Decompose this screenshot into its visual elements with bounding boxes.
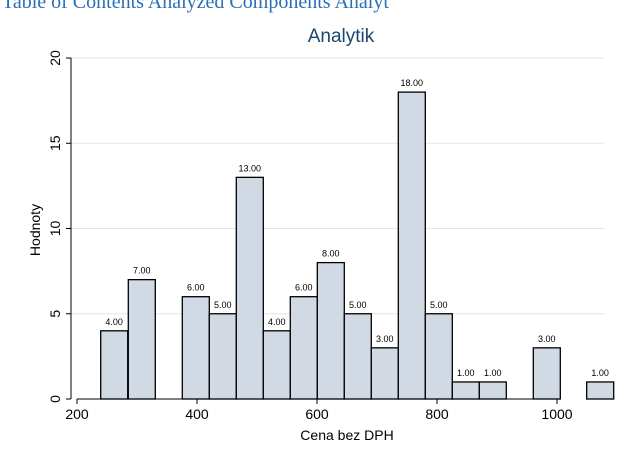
x-tick-label: 1000 <box>541 406 572 422</box>
y-tick-label: 5 <box>47 310 63 318</box>
x-tick-label: 600 <box>305 406 329 422</box>
bar-value-label: 7.00 <box>133 266 151 276</box>
x-tick-label: 200 <box>65 406 89 422</box>
bar <box>208 313 237 400</box>
bar-value-label: 1.00 <box>591 368 609 378</box>
bar <box>451 381 480 400</box>
bar <box>478 381 507 400</box>
y-axis-title: Hodnoty <box>27 204 43 256</box>
bar-value-label: 1.00 <box>457 368 475 378</box>
chart-title: Analytik <box>308 26 375 47</box>
clipped-header-text: Table of Contents Analyzed Components An… <box>0 0 625 14</box>
clipped-header-label: Table of Contents Analyzed Components An… <box>2 0 389 13</box>
y-tick-label: 15 <box>47 135 63 151</box>
bar <box>100 330 129 400</box>
bar <box>316 261 345 400</box>
bar <box>397 91 426 400</box>
bar-value-label: 6.00 <box>187 283 205 293</box>
bar-value-label: 6.00 <box>295 283 313 293</box>
bar-value-label: 4.00 <box>268 317 286 327</box>
x-axis-ticks: 200 400 600 800 1000 <box>65 399 573 422</box>
bar <box>235 176 264 400</box>
bars <box>100 91 615 400</box>
x-axis-title: Cena bez DPH <box>300 427 393 443</box>
x-tick-label: 400 <box>185 406 209 422</box>
bar <box>127 278 156 400</box>
bar-value-label: 1.00 <box>484 368 502 378</box>
bar-value-label: 3.00 <box>376 334 394 344</box>
data-labels: 4.00 7.00 6.00 5.00 13.00 4.00 6.00 8.00 5.00 3.0… <box>105 78 609 378</box>
y-tick-label: 10 <box>47 221 63 237</box>
bar-value-label: 13.00 <box>239 163 262 173</box>
y-tick-label: 20 <box>47 50 63 66</box>
bar <box>343 313 372 400</box>
y-tick-label: 0 <box>47 395 63 403</box>
bar <box>370 347 399 400</box>
bar-value-label: 8.00 <box>322 249 340 259</box>
bar-value-label: 18.00 <box>401 78 424 88</box>
bar <box>262 330 291 400</box>
bar-value-label: 4.00 <box>105 317 123 327</box>
bar <box>289 296 318 400</box>
bar <box>586 381 615 400</box>
bar-value-label: 5.00 <box>349 300 367 310</box>
y-axis-ticks: 0 5 10 15 20 <box>47 50 71 403</box>
bar <box>424 313 453 400</box>
bar <box>532 347 561 400</box>
bar-value-label: 5.00 <box>430 300 448 310</box>
bar-value-label: 5.00 <box>214 300 232 310</box>
bar <box>181 296 210 400</box>
bar-value-label: 3.00 <box>538 334 556 344</box>
x-tick-label: 800 <box>425 406 449 422</box>
